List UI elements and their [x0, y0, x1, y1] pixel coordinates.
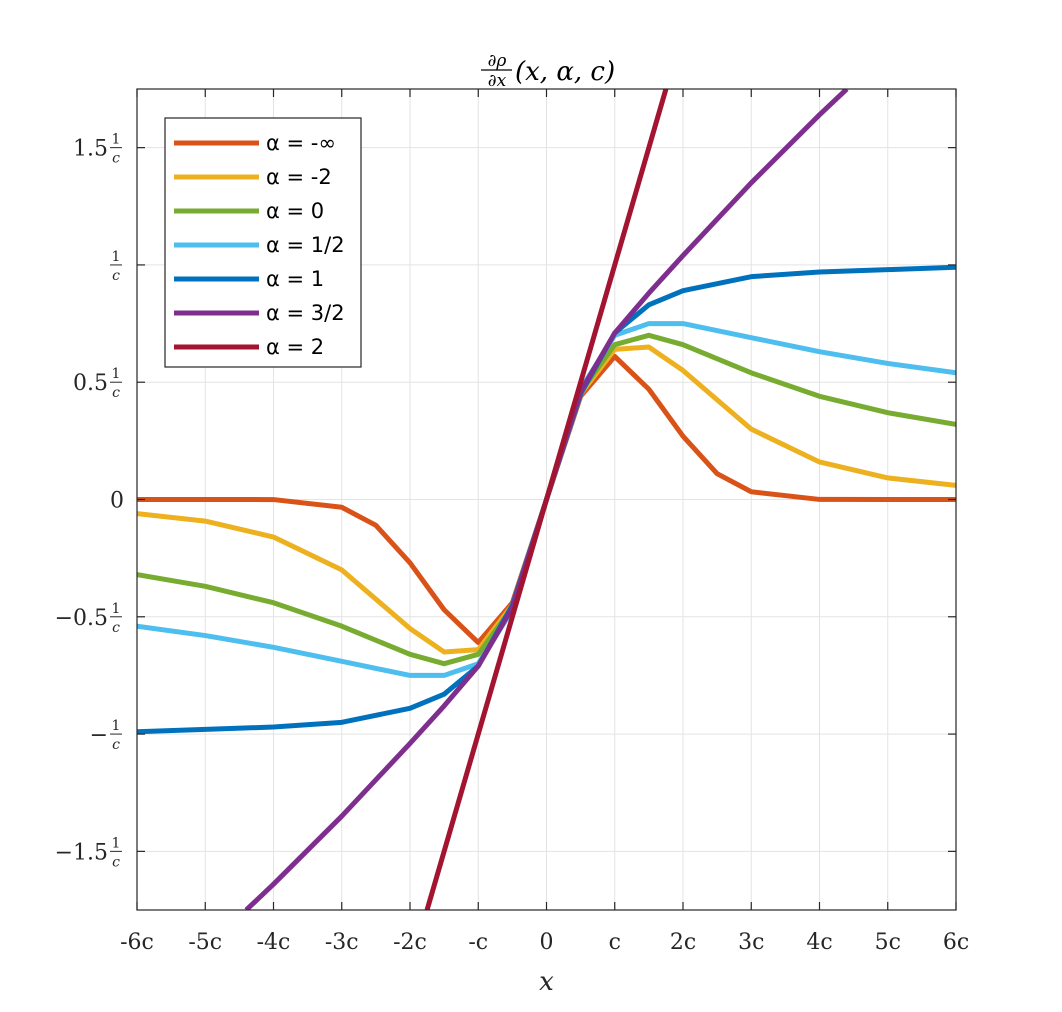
y-tick-prefix: 0 [110, 489, 124, 514]
legend-item: α = 1/2 [174, 233, 345, 257]
legend-label: α = 2 [266, 335, 324, 359]
y-tick-frac-den: c [112, 854, 120, 870]
x-tick-label: -6c [120, 930, 154, 955]
legend: α = -∞ α = -2 α = 0 α = 1/2 α = 1 α = 3/2 α = … [164, 117, 362, 368]
y-tick-label: 1 c0.5 [73, 366, 122, 401]
x-tick-label: 2c [670, 930, 696, 955]
y-tick-prefix: −0.5 [55, 606, 108, 631]
y-tick-label: 1 c−1.5 [55, 835, 122, 870]
y-tick-prefix: 0.5 [73, 371, 108, 396]
y-tick-frac-den: c [112, 737, 120, 753]
y-tick-label: 0 [110, 489, 124, 514]
x-tick-label: c [609, 930, 621, 955]
title-frac-den: ∂x [488, 71, 507, 91]
x-tick-label: 4c [806, 930, 832, 955]
y-tick-frac-num: 1 [112, 249, 121, 265]
ticks: -6c -5c -4c -3c -2c -c 0 c 2c 3c 4c 5c 6c1c1.51c1c0.… [55, 89, 969, 955]
x-tick-label: -5c [188, 930, 222, 955]
legend-item: α = -∞ [174, 131, 336, 155]
title-args: (x, α, c) [515, 57, 615, 87]
series-layer [137, 89, 956, 910]
y-tick-prefix: −1.5 [55, 840, 108, 865]
x-tick-label: 3c [738, 930, 764, 955]
chart-title: ∂ρ ∂x (x, α, c) [481, 51, 615, 91]
title-frac-num: ∂ρ [488, 51, 507, 71]
legend-label: α = 3/2 [266, 301, 345, 325]
x-tick-label: -c [468, 930, 488, 955]
y-tick-label: 1 c−0.5 [55, 601, 122, 636]
y-tick-prefix: 1.5 [73, 137, 108, 162]
y-tick-frac-num: 1 [112, 718, 121, 734]
x-tick-label: -2c [393, 930, 427, 955]
x-tick-label: 0 [540, 930, 554, 955]
y-tick-frac-den: c [112, 620, 120, 636]
legend-label: α = -2 [266, 165, 332, 189]
y-tick-frac-den: c [112, 385, 120, 401]
y-tick-prefix: − [90, 723, 108, 748]
legend-label: α = 0 [266, 199, 324, 223]
x-axis-label: x [539, 967, 554, 997]
x-tick-label: -4c [257, 930, 291, 955]
legend-label: α = -∞ [266, 131, 336, 155]
x-tick-label: 6c [943, 930, 969, 955]
y-tick-frac-den: c [112, 268, 120, 284]
legend-label: α = 1/2 [266, 233, 345, 257]
series-line-6 [424, 89, 669, 910]
y-tick-frac-num: 1 [112, 835, 121, 851]
legend-item: α = 3/2 [174, 301, 345, 325]
y-tick-frac-den: c [112, 151, 120, 167]
legend-item: α = 2 [174, 335, 324, 359]
legend-item: α = 0 [174, 199, 324, 223]
y-tick-label: 1 c− [90, 718, 122, 753]
y-tick-label: 1 c1.5 [73, 132, 122, 167]
x-tick-label: 5c [875, 930, 901, 955]
y-tick-label: 1c [110, 249, 122, 284]
y-tick-frac-num: 1 [112, 366, 121, 382]
legend-item: α = -2 [174, 165, 332, 189]
legend-item: α = 1 [174, 267, 324, 291]
y-tick-frac-num: 1 [112, 601, 121, 617]
legend-label: α = 1 [266, 267, 324, 291]
y-tick-frac-num: 1 [112, 132, 121, 148]
x-tick-label: -3c [325, 930, 359, 955]
